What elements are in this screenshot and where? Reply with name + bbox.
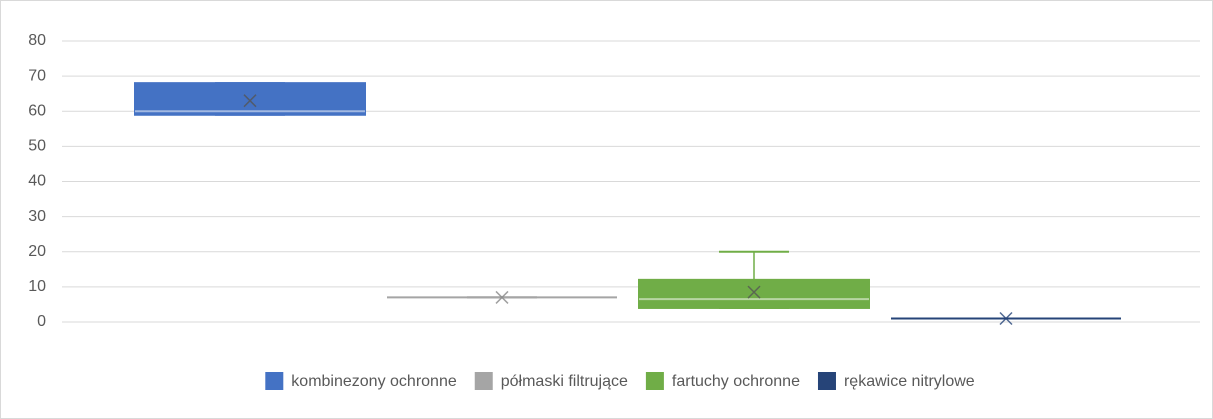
y-tick-label: 20 (28, 243, 46, 260)
mean-marker (243, 94, 257, 108)
y-tick-label: 50 (28, 138, 46, 155)
legend-swatch (645, 372, 664, 390)
legend-swatch (474, 372, 493, 390)
y-tick-label: 80 (28, 32, 46, 49)
mean-marker (747, 285, 761, 299)
y-tick-label: 30 (28, 208, 46, 225)
legend-label: kombinezony ochronne (291, 373, 457, 390)
legend-label: rękawice nitrylowe (844, 373, 975, 390)
mean-marker (495, 290, 509, 304)
mean-marker (999, 311, 1013, 326)
box (638, 278, 870, 309)
y-tick-label: 10 (28, 278, 46, 295)
legend-label: półmaski filtrujące (501, 373, 628, 390)
legend-swatch (265, 372, 284, 390)
legend-swatch (817, 372, 836, 390)
box (134, 82, 366, 116)
y-tick-label: 60 (28, 102, 46, 119)
y-tick-label: 40 (28, 173, 46, 190)
y-tick-label: 0 (37, 313, 46, 330)
legend-label: fartuchy ochronne (672, 373, 800, 390)
y-tick-label: 70 (28, 67, 46, 84)
